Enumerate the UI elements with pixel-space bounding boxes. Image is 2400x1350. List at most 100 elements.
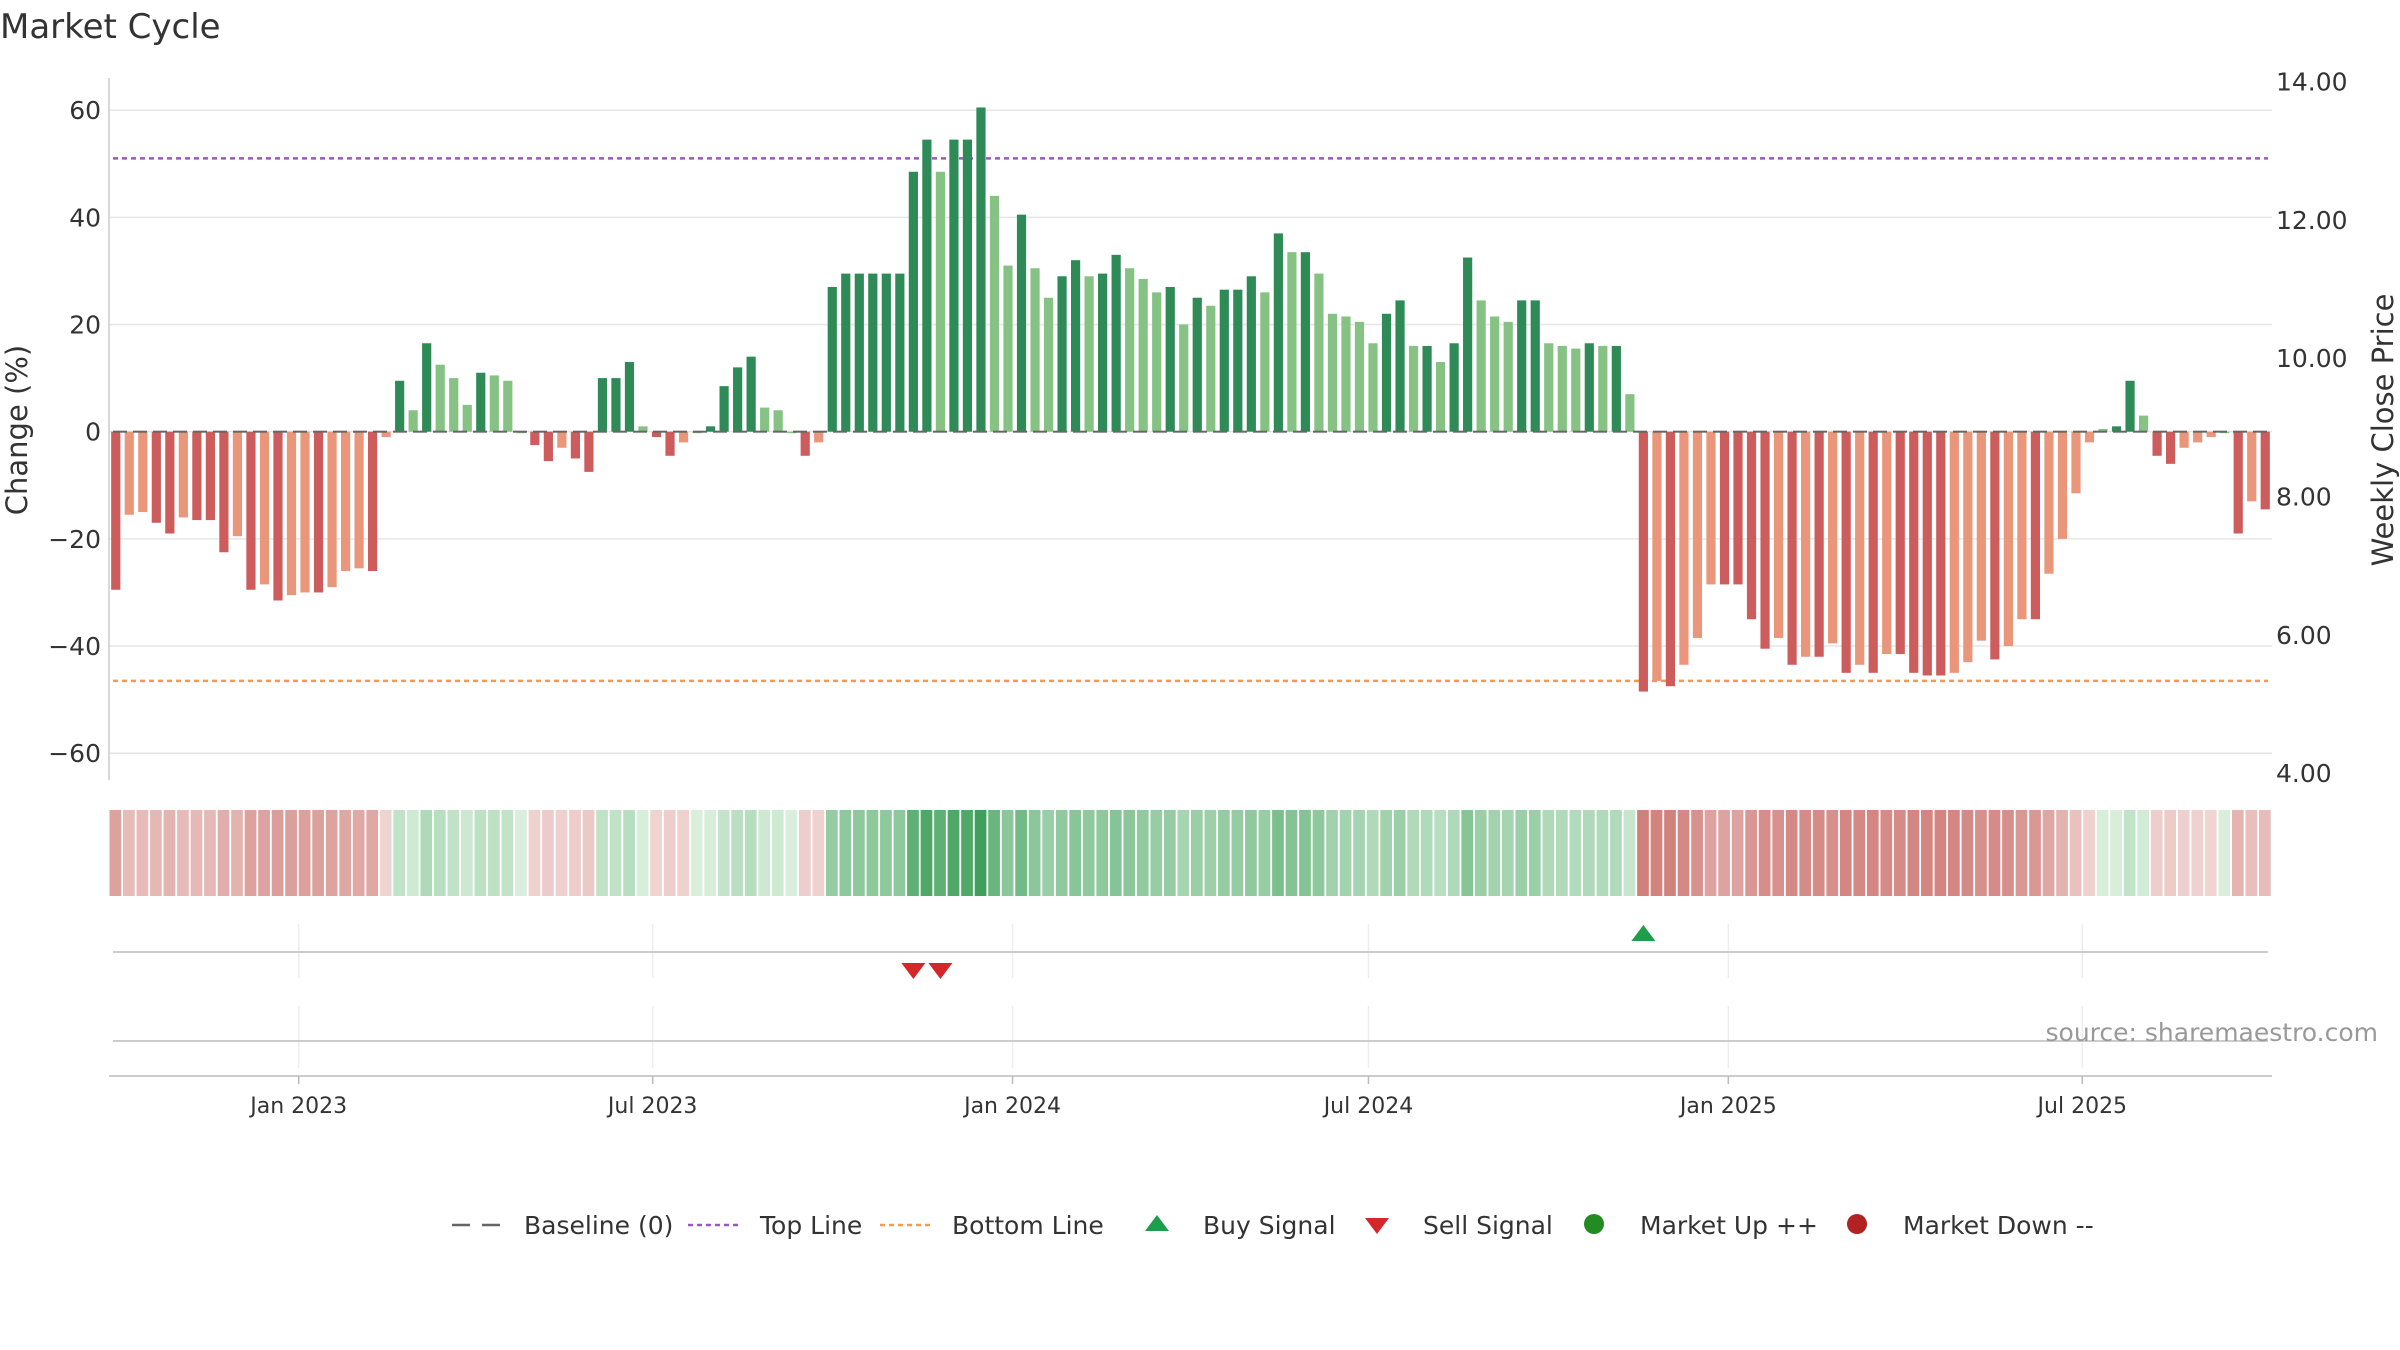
bar bbox=[2179, 431, 2189, 448]
heat-cell bbox=[636, 810, 649, 896]
heat-cell bbox=[1556, 810, 1568, 896]
heat-cell bbox=[1988, 810, 2001, 896]
heat-cell bbox=[1434, 810, 1447, 896]
x-tick-label: Jan 2024 bbox=[962, 1094, 1061, 1119]
bar bbox=[192, 431, 202, 521]
legend-item: Top Line bbox=[688, 1211, 862, 1240]
bar bbox=[1436, 362, 1446, 432]
heat-cell bbox=[136, 810, 149, 896]
heat-cell bbox=[1245, 810, 1257, 896]
bar bbox=[1909, 431, 1919, 673]
bar bbox=[854, 273, 864, 432]
heat-cell bbox=[2069, 810, 2082, 896]
bar bbox=[746, 356, 756, 432]
bar bbox=[300, 431, 310, 593]
bar bbox=[1665, 431, 1676, 687]
heat-cell bbox=[2110, 810, 2122, 896]
bar bbox=[1341, 316, 1351, 432]
heat-cell bbox=[501, 810, 514, 896]
legend-item: Market Down -- bbox=[1847, 1211, 2094, 1240]
heat-cell bbox=[1150, 810, 1163, 896]
reference-lines bbox=[113, 157, 2268, 683]
heat-cell bbox=[1745, 810, 1757, 896]
heat-cell bbox=[2015, 810, 2028, 896]
bar bbox=[1936, 431, 1946, 676]
heat-cell bbox=[1420, 810, 1433, 896]
heat-cell bbox=[2164, 810, 2177, 896]
heat-cell bbox=[1650, 810, 1663, 896]
heat-cell bbox=[1704, 810, 1717, 896]
heat-cell bbox=[1366, 810, 1379, 896]
heat-cell bbox=[866, 810, 879, 896]
heat-cell bbox=[1285, 810, 1298, 896]
heat-cell bbox=[1353, 810, 1365, 896]
bar bbox=[1544, 343, 1554, 432]
bar bbox=[1949, 431, 1959, 673]
heat-cell bbox=[1461, 810, 1474, 896]
bar bbox=[1098, 273, 1108, 432]
bar bbox=[1043, 297, 1054, 432]
heat-cell bbox=[771, 810, 784, 896]
bar bbox=[2260, 431, 2270, 510]
heat-cell bbox=[2231, 810, 2244, 896]
heat-cell bbox=[2096, 810, 2109, 896]
bar bbox=[1165, 286, 1175, 432]
heat-cell bbox=[1028, 810, 1041, 896]
heat-cell bbox=[582, 810, 595, 896]
heat-cell bbox=[1272, 810, 1284, 896]
bar bbox=[922, 139, 932, 432]
heat-cell bbox=[1583, 810, 1595, 896]
bar bbox=[733, 367, 743, 432]
bar bbox=[1895, 431, 1905, 655]
bar bbox=[1746, 431, 1757, 620]
heat-cell bbox=[1501, 810, 1514, 896]
legend: Baseline (0) Top Line Bottom Line Buy Signa… bbox=[452, 1211, 2094, 1240]
bar bbox=[2003, 431, 2013, 647]
bar bbox=[611, 378, 621, 432]
bar bbox=[2138, 415, 2149, 432]
bar bbox=[1273, 233, 1283, 432]
bar bbox=[327, 431, 337, 588]
heat-cell bbox=[1677, 810, 1690, 896]
bar bbox=[1868, 431, 1878, 673]
heat-cell bbox=[677, 810, 690, 896]
heat-cell bbox=[1515, 810, 1528, 896]
legend-label: Buy Signal bbox=[1203, 1211, 1336, 1240]
y2-tick-label: 6.00 bbox=[2276, 621, 2332, 650]
bar bbox=[1314, 273, 1324, 432]
heat-cell bbox=[177, 810, 189, 896]
bar bbox=[989, 195, 1000, 432]
heat-cell bbox=[150, 810, 162, 896]
bar bbox=[773, 410, 783, 432]
legend-label: Market Down -- bbox=[1903, 1211, 2094, 1240]
bar bbox=[232, 431, 243, 537]
heat-cell bbox=[2218, 810, 2231, 896]
heat-cell bbox=[352, 810, 365, 896]
y2-tick-label: 12.00 bbox=[2276, 206, 2348, 235]
heat-cell bbox=[1758, 810, 1771, 896]
heat-cell bbox=[285, 810, 297, 896]
heat-cell bbox=[1975, 810, 1987, 896]
heat-cell bbox=[934, 810, 946, 896]
bar bbox=[1530, 300, 1540, 432]
bar bbox=[1855, 431, 1865, 665]
bar bbox=[138, 431, 148, 513]
bar bbox=[1463, 257, 1473, 432]
heat-cell bbox=[1447, 810, 1460, 896]
right-y-axis: 14.00 12.00 10.00 8.00 6.00 4.00 bbox=[2276, 67, 2348, 788]
bar bbox=[1111, 254, 1121, 432]
bar bbox=[787, 431, 797, 434]
heat-cell bbox=[244, 810, 257, 896]
bar bbox=[2030, 431, 2041, 620]
legend-marker-triangle-up bbox=[1145, 1215, 1169, 1231]
heat-cell bbox=[2002, 810, 2014, 896]
heat-cell bbox=[988, 810, 1000, 896]
bar bbox=[381, 431, 391, 438]
bar bbox=[1057, 276, 1067, 432]
bar bbox=[1679, 431, 1689, 665]
bar bbox=[1652, 431, 1662, 681]
x-tick-label: Jan 2023 bbox=[248, 1094, 347, 1119]
heat-cell bbox=[717, 810, 730, 896]
heat-cell bbox=[109, 810, 122, 896]
bar bbox=[1368, 343, 1378, 432]
